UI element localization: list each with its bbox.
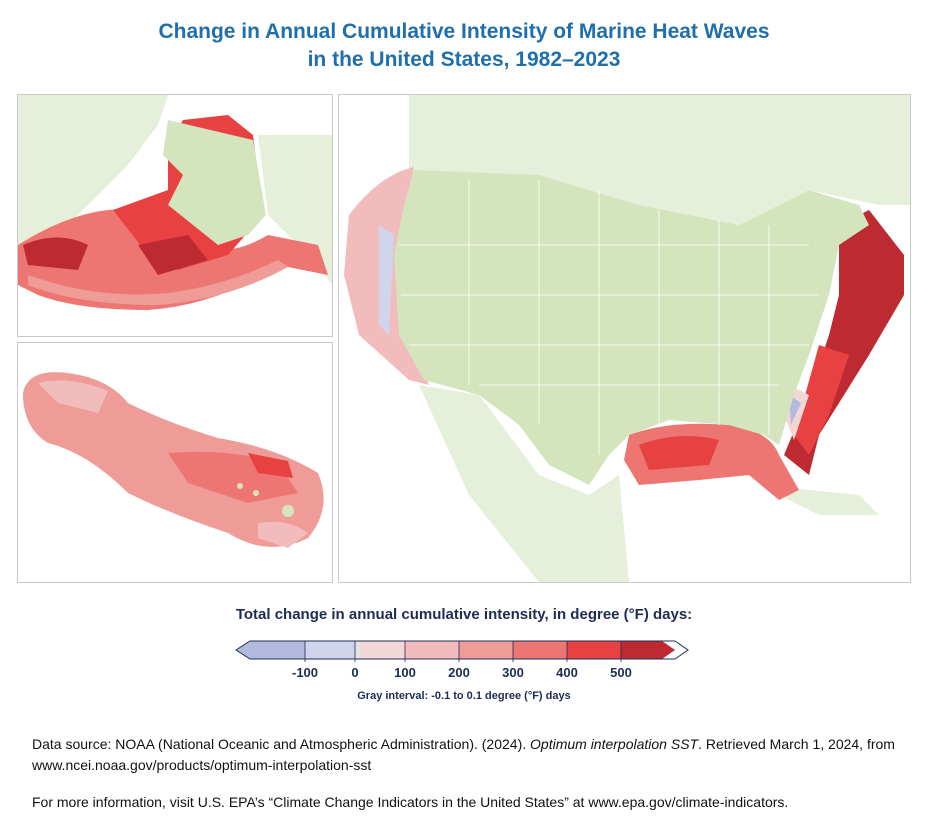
legend-tick: 400 [556, 665, 578, 680]
legend-tick: 500 [610, 665, 632, 680]
legend-tick: 300 [502, 665, 524, 680]
legend-tick: 100 [394, 665, 416, 680]
legend-bin [621, 641, 675, 659]
title-line-2: in the United States, 1982–2023 [307, 48, 621, 71]
alaska-map [17, 94, 333, 337]
color-scale-bar [235, 640, 689, 662]
gray-interval-note: Gray interval: -0.1 to 0.1 degree (°F) d… [357, 690, 571, 702]
hawaii-map [17, 342, 333, 583]
state-borders [399, 180, 819, 455]
legend-bin [355, 641, 360, 659]
legend-bin [360, 641, 405, 659]
legend-title: Total change in annual cumulative intens… [235, 606, 693, 623]
title-line-1: Change in Annual Cumulative Intensity of… [158, 20, 770, 43]
legend-bin [236, 641, 305, 659]
legend-bin [459, 641, 513, 659]
legend-bin [567, 641, 621, 659]
data-source: Data source: NOAA (National Oceanic and … [32, 736, 895, 773]
legend-outline [235, 640, 689, 660]
legend-bin [513, 641, 567, 659]
legend-bin [405, 641, 459, 659]
contiguous-us-map [338, 94, 911, 583]
legend-bin [305, 641, 355, 659]
legend-tick: -100 [291, 665, 319, 680]
more-info: For more information, visit U.S. EPA’s “… [32, 794, 789, 810]
legend-tick: 200 [448, 665, 470, 680]
legend-tick: 0 [351, 665, 359, 680]
